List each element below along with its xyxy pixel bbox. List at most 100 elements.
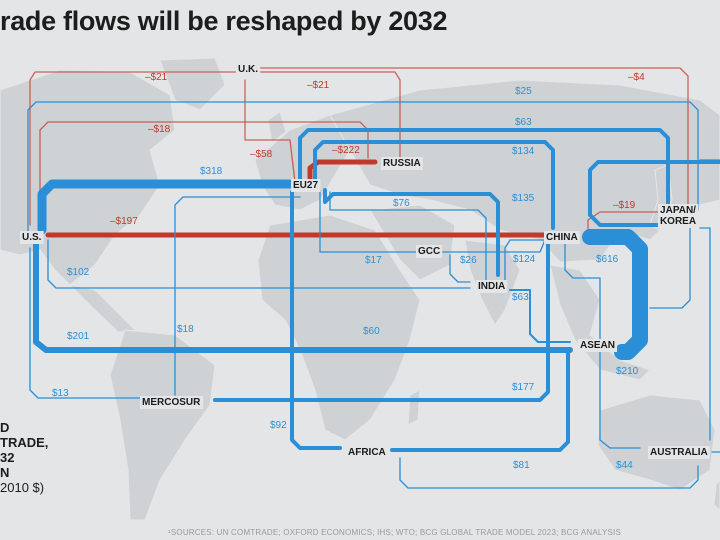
greenland-land [159,57,226,111]
flow-eu-africa-increase [290,190,342,450]
australia-land [597,394,716,491]
region-label-japan: JAPAN/KOREA [657,204,699,228]
flow-value-v6: $63 [515,117,532,128]
sources-note: ¹SOURCES: UN COMTRADE; OXFORD ECONOMICS;… [168,528,622,537]
flow-uk-eu-decrease [244,79,296,183]
flow-value-v11: $76 [393,198,410,209]
flow-japan-china-decrease [587,211,661,237]
south-america-land [109,329,216,521]
flow-us-asean-increase [33,237,573,353]
legend-unit: 2010 $) [0,480,45,495]
region-label-bg [381,157,423,170]
region-label-text: EU27 [293,180,318,191]
flow-value-v29: $44 [616,460,633,471]
flow-asean-india-increase [509,289,571,343]
region-label-bg [291,179,321,192]
legend-line-4: N [0,465,10,480]
region-label-text: CHINA [546,232,578,243]
region-label-uk: U.K. [236,63,261,76]
legend-block: D TRADE, 32 N 2010 $) [0,420,48,495]
flow-value-v12: $135 [512,193,535,204]
region-label-bg [476,280,508,293]
region-label-text: RUSSIA [383,158,421,169]
region-label-mercosur: MERCOSUR [140,396,204,409]
flow-us-russia-decrease [39,121,369,226]
flow-value-v24: $210 [616,366,639,377]
region-label-gcc: GCC [416,245,443,258]
flow-value-labels: –$21 –$21 –$4 $25 –$18 $63 –$58 –$222 $134 $318 $7… [52,72,645,471]
legend-line-2: TRADE, [0,435,49,450]
region-labels: U.K. RUSSIA EU27 JAPAN/KOREA U.S. CHINA GCC IND… [20,63,710,459]
central-america-land [68,284,137,333]
flow-value-v15: $17 [365,255,382,266]
flow-value-v10: $318 [200,166,223,177]
flow-value-v9: $134 [512,146,535,157]
region-label-bg [20,231,44,244]
flow-eu-gcc-increase [329,191,487,281]
flow-value-v19: $102 [67,267,90,278]
legend-line-3: 32 [0,450,15,465]
region-label-text: U.S. [22,232,42,243]
flow-eu-india-increase [323,188,500,277]
flow-value-v8: –$222 [332,145,360,156]
flow-value-v26: $177 [512,382,535,393]
flow-value-v25: $13 [52,388,69,399]
flow-uk-russia-decrease [259,71,401,161]
region-label-bg [140,396,204,409]
region-label-australia: AUSTRALIA [648,446,710,459]
flow-us-japan-increase [27,101,699,241]
flow-value-v21: $18 [177,324,194,335]
region-label-text: AUSTRALIA [650,447,708,458]
legend-line-1: D [0,420,10,435]
flow-us-gcc-increase [29,247,141,399]
region-label-asean: ASEAN [578,339,618,352]
flow-value-v17: $124 [513,254,536,265]
flow-us-africa-increase [47,239,471,289]
region-label-china: CHINA [544,231,580,244]
flow-eu-japan-increase [298,128,670,207]
region-label-text: AFRICA [348,447,386,458]
region-label-russia: RUSSIA [381,157,423,170]
region-label-text: ASEAN [580,340,615,351]
flow-uk-japan-decrease [259,67,689,206]
region-label-bg [346,446,388,459]
flow-value-v18: $616 [596,254,619,265]
region-label-text: U.K. [238,64,258,75]
flow-japan-australia-increase [699,227,711,441]
region-label-bg [648,446,710,459]
new-zealand-land [713,479,720,511]
flow-japan-asean-increase [649,227,691,309]
region-label-bg [236,63,261,76]
flow-value-v1: –$21 [145,72,168,83]
region-label-text: GCC [418,246,440,257]
flow-africa-asean-increase [390,350,570,452]
flow-value-v3: –$4 [628,72,645,83]
middle-east-land [369,204,456,281]
region-label-bg [578,339,618,352]
flow-china-india-increase [504,239,546,281]
madagascar-land [407,389,421,426]
flow-value-v23: $201 [67,331,90,342]
flow-lines [27,67,720,489]
flow-value-v2: –$21 [307,80,330,91]
page-title: rade flows will be reshaped by 2032 [0,6,448,36]
region-label-india: INDIA [476,280,508,293]
region-label-bg [544,231,580,244]
region-label-bg [416,245,443,258]
flow-value-v4: $25 [515,86,532,97]
uk-land [267,111,287,143]
flow-value-v27: $92 [270,420,287,431]
region-label-text: INDIA [478,281,505,292]
flow-japan-china-increase [588,160,720,227]
flow-value-v22: $60 [363,326,380,337]
flow-value-v7: –$58 [250,149,273,160]
flow-china-australia-increase [564,239,641,449]
flow-mercosur-eu-increase [174,196,301,396]
region-label-bg [657,204,699,228]
flow-china-asean-increase [582,229,648,360]
flow-value-v16: $26 [460,255,477,266]
flow-mercosur-china-increase [213,240,550,402]
southeast-asia-land [549,264,651,381]
